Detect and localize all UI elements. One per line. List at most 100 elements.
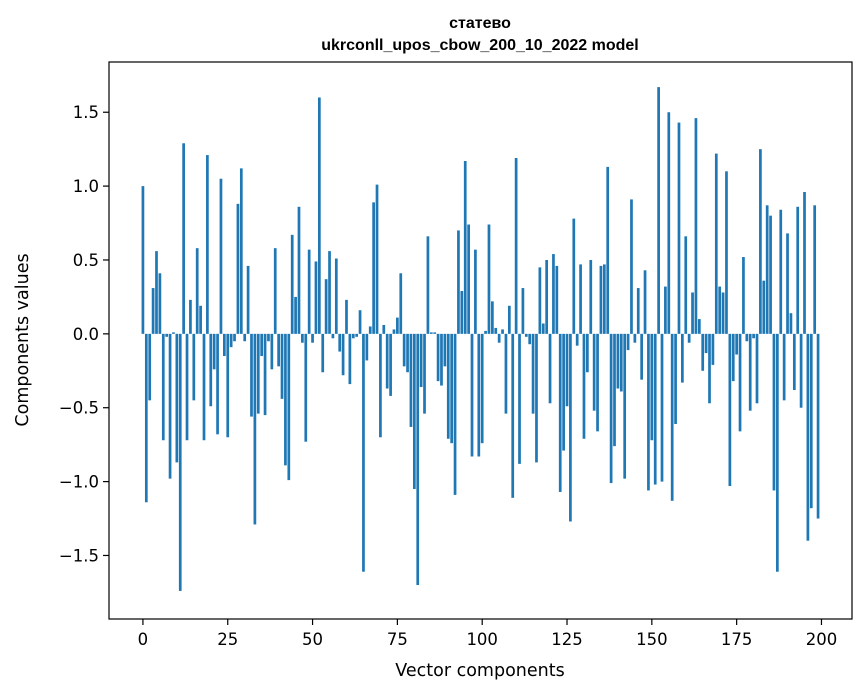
bar [643, 270, 647, 334]
bar [535, 333, 538, 463]
bar [803, 192, 806, 334]
bar [202, 333, 206, 441]
bar [799, 333, 803, 408]
bar [548, 333, 552, 404]
bar [392, 329, 396, 334]
bar [212, 333, 216, 370]
x-tick-label: 200 [806, 630, 838, 649]
bar [697, 319, 701, 334]
bar [728, 333, 732, 487]
bar [491, 301, 494, 334]
x-axis-label: Vector components [395, 661, 564, 681]
bar [602, 264, 606, 334]
bar [467, 224, 470, 334]
bar [426, 236, 430, 334]
bar [582, 333, 586, 439]
bar [504, 333, 508, 414]
bar [474, 249, 477, 334]
bar [229, 333, 233, 348]
bars-group [141, 87, 820, 591]
bar [182, 143, 185, 334]
bar [497, 333, 501, 343]
chart-title: статево [449, 15, 511, 32]
bar [355, 333, 359, 337]
bar [759, 149, 762, 334]
bar [324, 279, 328, 334]
bar [507, 305, 511, 334]
bar [416, 333, 420, 586]
bar [158, 273, 162, 334]
bar [294, 296, 297, 334]
bar [348, 333, 352, 385]
bar [338, 333, 342, 352]
bar [270, 333, 274, 370]
bar [453, 333, 457, 495]
bar [511, 333, 515, 498]
bar [243, 333, 247, 342]
bar [545, 259, 549, 334]
bar [711, 333, 715, 365]
bar [721, 292, 725, 334]
bar [239, 168, 243, 334]
bar [172, 332, 175, 334]
bar [192, 333, 196, 401]
bar [657, 87, 660, 334]
bar [748, 333, 752, 411]
bar [155, 251, 158, 334]
bar [653, 333, 657, 485]
bar [379, 333, 382, 438]
bar [806, 333, 810, 541]
bar [755, 333, 759, 404]
bar [141, 186, 145, 334]
bar [463, 160, 467, 334]
bar [423, 333, 426, 414]
bar [273, 248, 277, 334]
bar [362, 333, 365, 572]
bar [738, 333, 742, 432]
bar [433, 332, 437, 334]
bar [307, 249, 311, 334]
x-tick-label: 75 [387, 630, 408, 649]
bar [375, 184, 379, 334]
bar [195, 248, 199, 334]
bar [677, 122, 681, 334]
bar [477, 333, 481, 457]
bar [487, 224, 491, 334]
bar [290, 234, 294, 334]
bar [524, 333, 528, 337]
bar [538, 267, 542, 334]
bar [314, 261, 318, 334]
bar [419, 333, 423, 388]
x-tick-label: 0 [138, 630, 149, 649]
bar [575, 333, 579, 346]
bar [341, 333, 345, 376]
bar [168, 333, 172, 479]
bar [284, 333, 287, 466]
chart-subtitle: ukrconll_upos_cbow_200_10_2022 model [321, 37, 638, 54]
bar [704, 333, 708, 354]
bar [684, 236, 688, 334]
bar [250, 333, 253, 417]
bar [687, 333, 691, 343]
x-axis-ticks: 0 25 50 75 100 125 150 175 200 [138, 619, 838, 649]
bar [175, 333, 179, 463]
bar [317, 97, 321, 334]
bar [368, 326, 372, 334]
bar [623, 333, 627, 479]
bar [745, 333, 749, 342]
bar [664, 286, 667, 334]
y-axis-label: Components values [13, 253, 33, 426]
bar [460, 291, 464, 334]
x-tick-label: 25 [217, 630, 238, 649]
bar [518, 333, 521, 464]
bar [647, 333, 650, 491]
bar [650, 333, 654, 441]
bar [443, 333, 447, 367]
bar [789, 313, 793, 334]
bar [311, 333, 314, 343]
bar [334, 258, 338, 334]
bar [409, 333, 413, 427]
bar [670, 333, 674, 501]
bar [280, 333, 284, 399]
bar [572, 218, 576, 334]
